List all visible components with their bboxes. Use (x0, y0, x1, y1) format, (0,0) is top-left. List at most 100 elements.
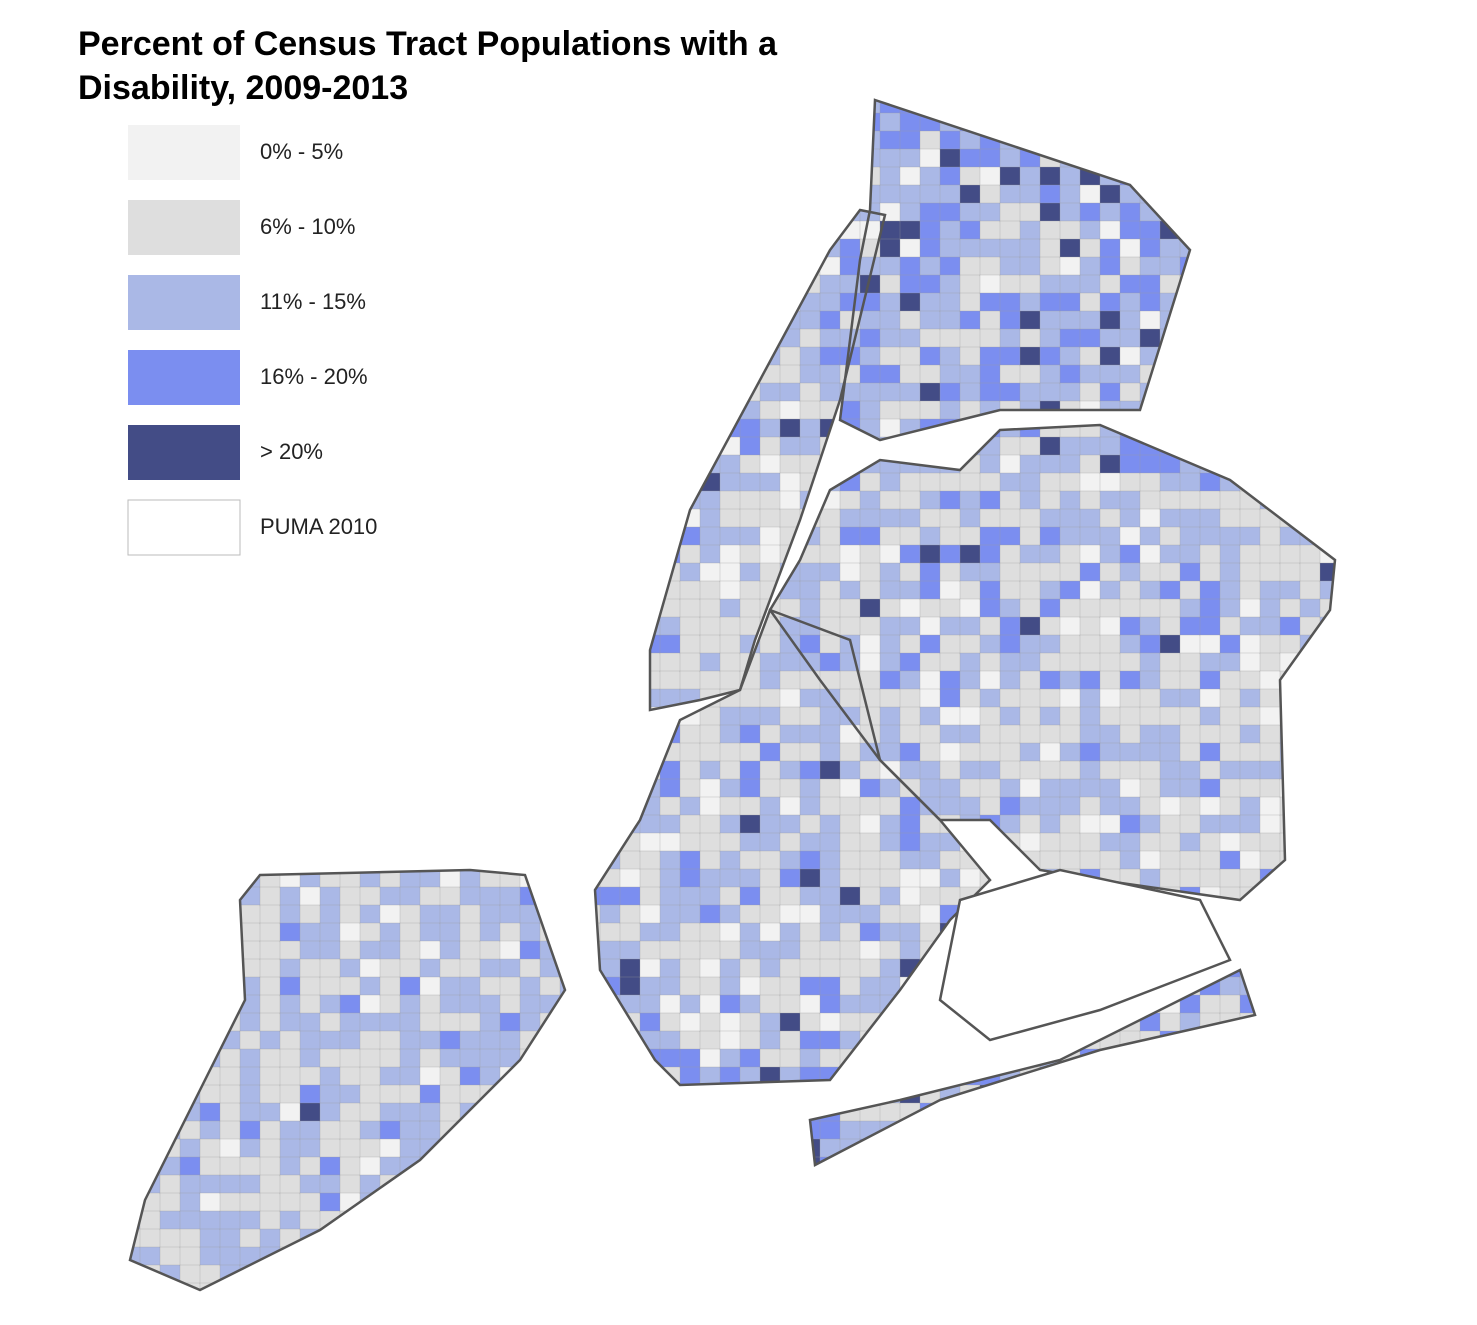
tract (1099, 184, 1122, 205)
tract (679, 310, 702, 331)
tract (219, 670, 242, 691)
tract (339, 670, 362, 691)
tract (1319, 364, 1335, 385)
tract (939, 490, 962, 511)
tract (719, 1192, 742, 1213)
tract (479, 922, 502, 943)
tract (659, 364, 682, 385)
tract (179, 1030, 202, 1051)
tract (779, 976, 802, 997)
tract (199, 562, 222, 583)
tract (819, 346, 842, 367)
tract (779, 436, 802, 457)
tract (439, 454, 462, 475)
tract (1219, 652, 1242, 673)
tract (1299, 1084, 1322, 1105)
tract (459, 1156, 482, 1177)
tract (399, 526, 422, 547)
tract (1039, 1066, 1062, 1087)
tract (619, 634, 642, 655)
tract (759, 310, 782, 331)
tract (519, 1120, 542, 1141)
tract (499, 1138, 522, 1159)
tract (959, 1192, 982, 1213)
tract (339, 688, 362, 709)
tract (479, 940, 502, 961)
tract (1119, 256, 1142, 277)
tract (659, 1174, 682, 1195)
tract (459, 382, 482, 403)
tract (539, 1228, 562, 1249)
tract (1159, 166, 1182, 187)
tract (1159, 184, 1182, 205)
tract (659, 436, 682, 457)
tract (479, 958, 502, 979)
tract (699, 1264, 722, 1285)
tract (1299, 778, 1322, 799)
tract (1259, 454, 1282, 475)
tract (299, 760, 322, 781)
tract (739, 1174, 762, 1195)
tract (259, 868, 282, 889)
tract (699, 922, 722, 943)
tract (599, 940, 622, 961)
tract (659, 886, 682, 907)
tract (739, 238, 762, 259)
tract (130, 760, 142, 781)
tract (799, 112, 822, 133)
tract (959, 1030, 982, 1051)
tract (339, 1030, 362, 1051)
tract (579, 1102, 602, 1123)
tract (1199, 112, 1222, 133)
tract (519, 598, 542, 619)
tract (1259, 562, 1282, 583)
tract (459, 148, 482, 169)
tract (459, 742, 482, 763)
tract (259, 184, 282, 205)
tract (1199, 706, 1222, 727)
tract (1239, 256, 1262, 277)
tract (939, 868, 962, 889)
tract (839, 1174, 862, 1195)
tract (719, 796, 742, 817)
tract (1279, 1264, 1302, 1285)
tract (919, 652, 942, 673)
tract (139, 742, 162, 763)
tract (479, 652, 502, 673)
tract (899, 220, 922, 241)
tract (699, 1228, 722, 1249)
tract (799, 166, 822, 187)
tract (319, 976, 342, 997)
tract (1019, 310, 1042, 331)
tract (1239, 1102, 1262, 1123)
tract (1219, 832, 1242, 853)
tract (839, 958, 862, 979)
tract (299, 310, 322, 331)
tract (179, 1174, 202, 1195)
tract (1279, 976, 1302, 997)
tract (1299, 1048, 1322, 1069)
tract (1079, 1192, 1102, 1213)
tract (1079, 220, 1102, 241)
tract (899, 292, 922, 313)
tract (819, 166, 842, 187)
tract (699, 472, 722, 493)
tract (939, 1264, 962, 1285)
tract (599, 1210, 622, 1231)
tract (659, 832, 682, 853)
tract (879, 796, 902, 817)
tract (579, 1156, 602, 1177)
tract (259, 112, 282, 133)
tract (479, 256, 502, 277)
tract (459, 400, 482, 421)
tract (719, 1030, 742, 1051)
tract (1259, 724, 1282, 745)
tract (1239, 130, 1262, 151)
tract (1199, 832, 1222, 853)
tract (519, 310, 542, 331)
tract (759, 202, 782, 223)
tract (539, 670, 562, 691)
tract (999, 310, 1022, 331)
tract (819, 148, 842, 169)
tract (1019, 1138, 1042, 1159)
